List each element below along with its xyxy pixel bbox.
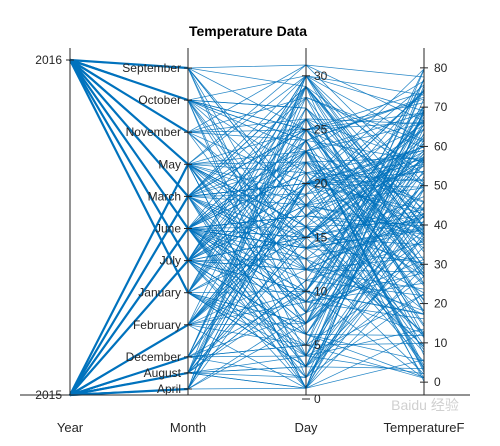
year-month-bundle (69, 59, 189, 262)
temperature-tick-label: 0 (434, 375, 441, 389)
month-tick-label: July (160, 254, 181, 268)
month-tick-label: February (133, 318, 181, 332)
year-month-bundle (69, 59, 189, 198)
observation-line (69, 85, 425, 395)
month-tick-label: March (148, 189, 181, 203)
year-month-bundle (69, 59, 189, 294)
day-tick-label: 5 (314, 338, 321, 352)
polylines-group (69, 58, 425, 397)
year-month-bundle (69, 58, 189, 70)
temperature-tick-label: 70 (434, 100, 448, 114)
temperature-tick-label: 40 (434, 218, 448, 232)
temperature-tick-label: 10 (434, 336, 448, 350)
axes-group: Year Month Day TemperatureF20162015Septembe… (20, 48, 470, 435)
day-tick-label: 20 (314, 177, 328, 191)
observation-line (69, 85, 425, 395)
year-month-bundle (69, 58, 189, 102)
year-month-bundle (69, 259, 189, 396)
day-tick-label: 30 (314, 69, 328, 83)
year-month-bundle (69, 387, 189, 397)
year-tick-label: 2015 (35, 388, 62, 402)
year-month-bundle (69, 323, 189, 396)
year-month-bundle (69, 195, 189, 396)
axis-label-month: Month (170, 420, 206, 435)
observation-line (69, 60, 425, 249)
month-tick-label: January (138, 286, 181, 300)
observation-line (69, 230, 425, 396)
day-tick-label: 10 (314, 284, 328, 298)
chart-title: Temperature Data (189, 23, 307, 39)
day-tick-label: 0 (314, 392, 321, 406)
day-tick-label: 25 (314, 123, 328, 137)
year-month-bundle (69, 59, 189, 230)
day-tick-label: 15 (314, 230, 328, 244)
year-month-bundle (69, 355, 189, 397)
month-tick-label: December (126, 350, 181, 364)
month-tick-label: August (144, 366, 182, 380)
year-month-bundle (69, 163, 189, 396)
month-tick-label: September (122, 61, 181, 75)
axis-label-year: Year (57, 420, 84, 435)
observation-line (69, 237, 425, 396)
temperature-tick-label: 30 (434, 257, 448, 271)
axis-label-day: Day (294, 420, 318, 435)
month-tick-label: October (138, 93, 181, 107)
year-month-bundle (69, 371, 189, 397)
month-tick-label: November (126, 125, 181, 139)
year-month-bundle (69, 59, 189, 166)
month-tick-label: April (157, 382, 181, 396)
temperature-tick-label: 60 (434, 139, 448, 153)
month-tick-label: June (155, 222, 181, 236)
year-month-bundle (69, 59, 189, 134)
watermark: Baidu 经验 (391, 397, 459, 413)
axis-label-temperaturef: TemperatureF (384, 420, 465, 435)
year-tick-label: 2016 (35, 53, 62, 67)
temperature-tick-label: 50 (434, 179, 448, 193)
temperature-tick-label: 20 (434, 297, 448, 311)
temperature-tick-label: 80 (434, 61, 448, 75)
month-tick-label: May (158, 157, 181, 171)
